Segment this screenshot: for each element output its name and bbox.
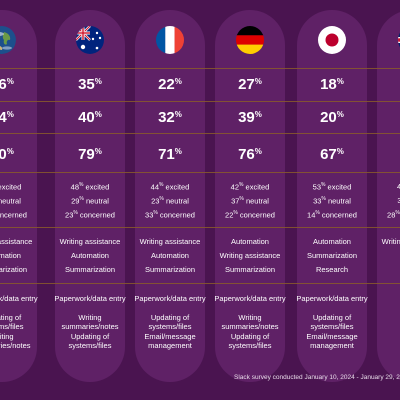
row-divider [0, 68, 400, 69]
bottom-task: sum [375, 332, 400, 341]
stat-value: 67% [320, 146, 344, 163]
top-task: Writing assistance [59, 237, 121, 246]
top-task: Summarization [144, 265, 196, 274]
sentiment-neutral: 23% neutral [151, 196, 189, 206]
top-task: Summarization [64, 265, 116, 274]
top-task: Writing assistance [381, 237, 400, 246]
stat-value: 40% [78, 109, 102, 126]
bottom-task: Writing summaries/notes [221, 313, 279, 331]
row-divider [0, 133, 400, 134]
row-divider [0, 227, 400, 228]
uk-flag-icon [398, 26, 400, 54]
bottom-task: Email/message management [306, 332, 358, 350]
row-divider [0, 283, 400, 284]
sentiment-excited: 4 excited [396, 182, 400, 191]
bottom-task: Updating of systems/files [148, 313, 192, 331]
sentiment-concerned: 14% concerned [307, 210, 357, 220]
top-task: Automation [151, 251, 189, 260]
bottom-task: Updating of systems/files [310, 313, 354, 331]
country-column-pill [55, 10, 125, 382]
sentiment-neutral: 29% neutral [71, 196, 109, 206]
sentiment-concerned: 23% concerned [65, 210, 115, 220]
bottom-task: Email/message management [144, 332, 196, 350]
sentiment-excited: 42% excited [230, 182, 270, 192]
bottom-task: Paperwork/data entry [214, 294, 286, 303]
sentiment-neutral: 47% neutral [0, 196, 21, 206]
stat-value: 27% [238, 76, 262, 93]
bottom-task: Updating of systems/files [228, 332, 272, 350]
australia-flag-icon [76, 26, 104, 54]
top-task: Summarization [224, 265, 276, 274]
sentiment-excited: 44% excited [150, 182, 190, 192]
top-task: Automation [313, 237, 351, 246]
survey-footnote: Slack survey conducted January 10, 2024 … [234, 374, 400, 381]
country-column-pill [135, 10, 205, 382]
top-task: Summarization [0, 265, 28, 274]
stat-value: 39% [238, 109, 262, 126]
sentiment-excited: 53% excited [312, 182, 352, 192]
globe-icon [0, 26, 16, 54]
stat-value: 34% [0, 109, 14, 126]
sentiment-excited: 31% excited [0, 182, 22, 192]
stat-value: 80% [0, 146, 14, 163]
row-divider [0, 172, 400, 173]
top-task: Writing assistance [139, 237, 201, 246]
row-divider [0, 101, 400, 102]
sentiment-neutral: 33% neutral [313, 196, 351, 206]
top-task: Au [364, 251, 400, 260]
bottom-task: Updating of systems/files [68, 332, 112, 350]
stat-value: 18% [320, 76, 344, 93]
top-task: Sum [364, 265, 400, 274]
top-task: Research [315, 265, 349, 274]
country-column-pill [215, 10, 285, 382]
top-task: Writing assistance [0, 237, 33, 246]
sentiment-concerned: 22% concerned [225, 210, 275, 220]
sentiment-concerned: 33% concerned [145, 210, 195, 220]
sentiment-concerned: 22% concerned [0, 210, 27, 220]
top-task: Summarization [306, 251, 358, 260]
sentiment-neutral: 37% neutral [231, 196, 269, 206]
top-task: Automation [231, 237, 269, 246]
stat-value: 79% [78, 146, 102, 163]
bottom-task: Writing summaries/notes [0, 332, 31, 350]
country-column-pill [0, 10, 37, 382]
bottom-task: Writing summaries/notes [61, 313, 119, 331]
bottom-task: Updating of systems/files [0, 313, 24, 331]
sentiment-neutral: 3 neutral [397, 196, 400, 205]
bottom-task: Paperwork/data entry [134, 294, 206, 303]
country-column-pill [297, 10, 367, 382]
top-task: Automation [0, 251, 21, 260]
stat-value: 35% [78, 76, 102, 93]
stat-value: 26% [0, 76, 14, 93]
japan-flag-icon [318, 26, 346, 54]
bottom-task: Paperwork/data entry [0, 294, 38, 303]
stat-value: 32% [158, 109, 182, 126]
sentiment-excited: 48% excited [70, 182, 110, 192]
stat-value: 22% [158, 76, 182, 93]
france-flag-icon [156, 26, 184, 54]
germany-flag-icon [236, 26, 264, 54]
stat-value: 76% [238, 146, 262, 163]
stat-value: 20% [320, 109, 344, 126]
country-column-pill [377, 10, 400, 382]
top-task: Writing assistance [219, 251, 281, 260]
top-task: Automation [71, 251, 109, 260]
sentiment-concerned: 28% concerned [387, 210, 400, 220]
bottom-task: Paperwork/data entry [54, 294, 126, 303]
stat-value: 71% [158, 146, 182, 163]
bottom-task: Paperwork/data entry [296, 294, 368, 303]
